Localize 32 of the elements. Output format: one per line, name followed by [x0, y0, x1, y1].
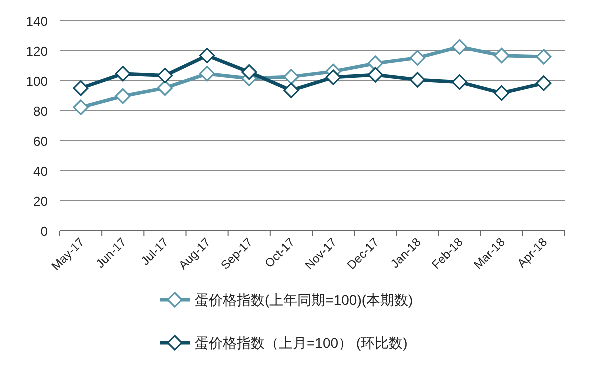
point — [494, 48, 510, 64]
y-tick-label: 120 — [26, 44, 48, 59]
y-tick-label: 0 — [40, 224, 48, 239]
point — [242, 64, 258, 80]
y-tick-label: 40 — [34, 164, 48, 179]
point — [157, 68, 174, 84]
y-tick-label: 60 — [34, 134, 48, 149]
y-tick-label: 100 — [26, 74, 48, 89]
point — [73, 100, 89, 116]
point — [410, 72, 426, 88]
point — [199, 48, 216, 64]
y-tick-label: 140 — [26, 14, 48, 29]
legend-label: 蛋价格指数（上月=100） (环比数) — [195, 335, 408, 351]
y-tick-label: 20 — [34, 194, 48, 209]
point — [368, 67, 384, 83]
point — [452, 74, 468, 90]
y-tick-label: 80 — [34, 104, 48, 119]
point — [157, 80, 174, 96]
point — [115, 66, 131, 82]
legend-label: 蛋价格指数(上年同期=100)(本期数) — [195, 292, 414, 308]
point — [452, 39, 468, 55]
point — [284, 69, 300, 85]
point — [410, 50, 426, 66]
point — [73, 80, 89, 96]
point — [326, 70, 342, 86]
point — [199, 66, 216, 82]
point — [368, 56, 384, 72]
point — [536, 76, 552, 92]
point — [284, 82, 300, 98]
point — [536, 49, 552, 65]
point — [115, 88, 131, 104]
point — [494, 86, 510, 102]
